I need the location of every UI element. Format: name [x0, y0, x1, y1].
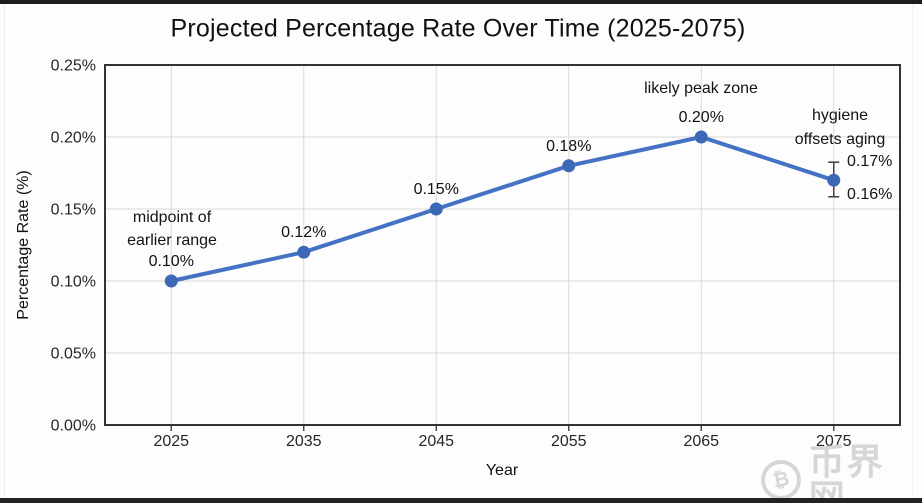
x-tick-label: 2055 — [551, 433, 587, 450]
annotation-likely-peak-zone: likely peak zone — [644, 78, 758, 100]
data-point-marker — [297, 245, 311, 259]
y-tick-label: 0.10% — [51, 274, 96, 291]
y-tick-label: 0.00% — [51, 418, 96, 435]
annotation-line: hygiene — [811, 107, 869, 124]
bitcoin-symbol: ₿ — [770, 467, 792, 492]
data-point-marker — [429, 202, 443, 216]
x-tick-label: 2025 — [153, 433, 189, 450]
error-bar-upper-label: 0.17% — [847, 153, 893, 170]
watermark-text: 币界网 — [808, 441, 885, 503]
annotation-line: midpoint of — [132, 209, 212, 226]
data-point-marker — [827, 173, 841, 187]
annotation-line: likely peak zone — [644, 80, 758, 97]
annotation-midpoint-of-earlier-range: midpoint of earlier range — [127, 206, 217, 252]
x-tick-label: 2075 — [816, 433, 852, 450]
error-bar-lower-label: 0.16% — [847, 186, 893, 203]
annotation-hygiene-offsets-aging: hygiene offsets aging — [795, 104, 885, 152]
plot-border — [104, 64, 901, 426]
data-point-label: 0.20% — [679, 109, 724, 126]
series-line — [169, 135, 836, 283]
right-edge-line — [912, 4, 913, 498]
annotation-line: earlier range — [127, 232, 217, 249]
annotation-line: offsets aging — [794, 131, 886, 148]
data-point-label: 0.18% — [546, 138, 591, 155]
y-tick-label: 0.05% — [51, 346, 96, 363]
data-point-label: 0.15% — [414, 181, 459, 198]
watermark-logo: ₿ 币界网 — [761, 444, 922, 503]
data-point-marker — [694, 130, 708, 144]
chart-title: Projected Percentage Rate Over Time (202… — [170, 14, 746, 43]
x-tick-label: 2045 — [418, 433, 454, 450]
data-point-label: 0.10% — [149, 253, 194, 270]
bitcoin-coin-icon: ₿ — [761, 460, 801, 500]
x-axis-title: Year — [485, 462, 519, 479]
top-edge-bar — [0, 0, 922, 4]
left-edge-line — [4, 4, 5, 498]
y-axis-title: Percentage Rate (%) — [15, 170, 32, 320]
data-point-label: 0.12% — [281, 224, 326, 241]
x-tick-label: 2065 — [683, 433, 719, 450]
y-tick-label: 0.25% — [51, 58, 96, 75]
x-tick-label: 2035 — [286, 433, 322, 450]
data-point-marker — [562, 159, 576, 173]
y-tick-label: 0.20% — [51, 130, 96, 147]
data-point-marker — [164, 274, 178, 288]
bottom-edge-bar — [0, 498, 922, 503]
y-tick-label: 0.15% — [51, 202, 96, 219]
